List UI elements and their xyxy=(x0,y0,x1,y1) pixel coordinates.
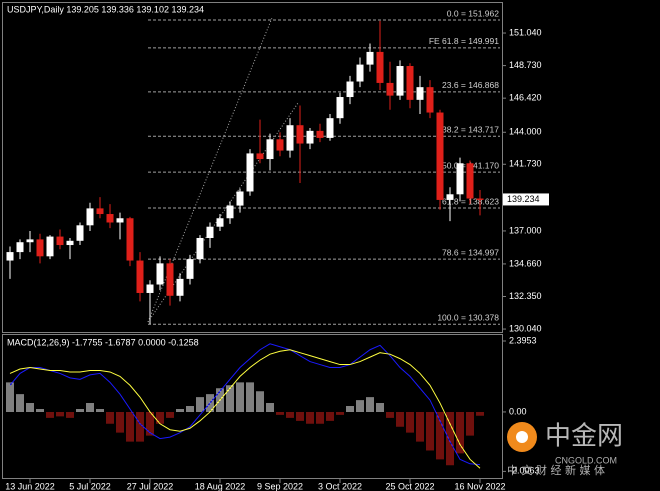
candle-body xyxy=(356,64,364,82)
candle-body xyxy=(286,125,294,151)
x-tick-label: 5 Jul 2022 xyxy=(69,481,111,491)
candle-body xyxy=(66,240,74,246)
candle-body xyxy=(376,51,384,83)
candle-body xyxy=(246,153,254,192)
candle-body xyxy=(266,139,274,160)
y-tick-label: 0.00 xyxy=(509,406,527,416)
candle-body xyxy=(406,66,414,100)
fib-label: 78.6 = 134.997 xyxy=(442,247,499,257)
x-tick-label: 3 Oct 2022 xyxy=(318,481,362,491)
watermark-brand: 中金网 xyxy=(545,422,623,452)
candle-body xyxy=(466,163,474,199)
y-tick-label: 130.040 xyxy=(509,323,542,333)
candle-body xyxy=(396,66,404,96)
candle-body xyxy=(316,130,324,138)
candle-body xyxy=(256,153,264,160)
candle-body xyxy=(36,239,44,257)
candle-body xyxy=(326,118,334,138)
last-price-box xyxy=(503,193,549,206)
fib-label: 38.2 = 143.717 xyxy=(442,125,499,135)
watermark-slogan: 中 文 财 经 新 媒 体 xyxy=(507,463,605,477)
candle-body xyxy=(126,218,134,261)
fib-label: 100.0 = 130.378 xyxy=(437,313,499,323)
y-tick-label: 144.000 xyxy=(509,127,542,137)
x-tick-label: 13 Jun 2022 xyxy=(5,481,55,491)
candle-body xyxy=(446,194,454,200)
candle-body xyxy=(336,97,344,119)
candle-body xyxy=(116,218,124,223)
candle-body xyxy=(46,236,54,257)
candle-body xyxy=(146,284,154,293)
candle-body xyxy=(346,81,354,98)
candle-body xyxy=(456,163,464,195)
fib-label: 0.0 = 151.962 xyxy=(447,8,500,18)
x-tick-label: 16 Nov 2022 xyxy=(454,481,505,491)
candle-body xyxy=(436,112,444,200)
candle-body xyxy=(216,218,224,227)
x-tick-label: 9 Sep 2022 xyxy=(257,481,303,491)
macd-line xyxy=(9,343,481,466)
candle-body xyxy=(416,87,424,100)
candle-body xyxy=(16,242,24,253)
candle-body xyxy=(6,252,14,261)
candle-body xyxy=(86,208,94,226)
macd-title: MACD(12,26,9) -1.7755 -1.6787 0.0000 -0.… xyxy=(7,337,199,347)
candle-body xyxy=(386,82,394,96)
trend-line xyxy=(147,102,299,323)
candle-body xyxy=(226,205,234,219)
macd-line xyxy=(9,349,481,469)
y-tick-label: 137.000 xyxy=(509,225,542,235)
fib-label: 23.6 = 146.868 xyxy=(442,80,499,90)
candle-body xyxy=(156,263,164,285)
candle-body xyxy=(96,208,104,215)
main-frame xyxy=(2,2,503,333)
candle-body xyxy=(176,278,184,296)
candle-body xyxy=(276,139,284,151)
y-tick-label: 2.3953 xyxy=(509,335,537,345)
candle-body xyxy=(426,87,434,113)
candle-body xyxy=(106,214,114,223)
y-tick-label: -2.0063 xyxy=(509,466,540,476)
y-tick-label: 132.350 xyxy=(509,291,542,301)
fib-label: FE 61.8 = 149.991 xyxy=(429,36,499,46)
last-price-label: 139.234 xyxy=(507,194,540,204)
y-tick-label: 146.420 xyxy=(509,93,542,103)
header: USDJPY,Daily 139.205 139.336 139.102 139… xyxy=(7,4,204,14)
candle-body xyxy=(56,236,64,246)
candle-body xyxy=(306,130,314,144)
logo-icon xyxy=(516,431,528,443)
candle-body xyxy=(296,125,304,144)
candle-body xyxy=(166,263,174,296)
watermark-site: CNGOLD.COM xyxy=(555,455,617,465)
y-tick-label: 148.730 xyxy=(509,60,542,70)
x-tick-label: 18 Aug 2022 xyxy=(195,481,246,491)
candle-body xyxy=(476,198,484,200)
candle-body xyxy=(236,191,244,206)
macd-frame xyxy=(2,334,503,479)
y-tick-label: 141.730 xyxy=(509,159,542,169)
candle-body xyxy=(206,226,214,238)
y-tick-label: 151.040 xyxy=(509,27,542,37)
y-tick-label: 134.660 xyxy=(509,258,542,268)
x-tick-label: 25 Oct 2022 xyxy=(385,481,434,491)
candle-body xyxy=(186,259,194,279)
fib-label: 61.8 = 138.623 xyxy=(442,196,499,206)
candle-body xyxy=(366,51,374,65)
candle-body xyxy=(26,239,34,243)
candle-body xyxy=(196,237,204,260)
candle-body xyxy=(136,260,144,293)
x-tick-label: 27 Jul 2022 xyxy=(127,481,174,491)
candle-body xyxy=(76,225,84,241)
